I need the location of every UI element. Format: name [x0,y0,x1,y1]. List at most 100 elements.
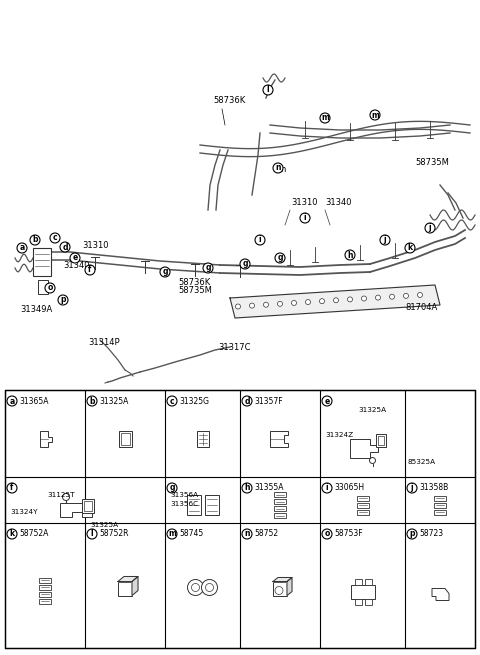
Circle shape [85,265,95,275]
Circle shape [322,483,332,493]
Circle shape [240,259,250,269]
Text: d: d [244,396,250,405]
Circle shape [62,493,70,500]
Circle shape [167,396,177,406]
Circle shape [405,243,415,253]
Text: f: f [88,265,92,274]
Text: g: g [169,483,175,493]
Text: 58736K: 58736K [213,96,245,105]
Circle shape [17,243,27,253]
FancyBboxPatch shape [434,510,446,514]
FancyBboxPatch shape [273,582,287,595]
FancyBboxPatch shape [357,502,369,508]
Circle shape [188,580,204,595]
Text: 31310: 31310 [82,241,108,250]
Text: 31340: 31340 [325,198,351,207]
Circle shape [407,529,417,539]
Text: 58752R: 58752R [99,529,129,538]
FancyBboxPatch shape [364,599,372,605]
Text: 58752: 58752 [254,529,278,538]
Text: 31349A: 31349A [20,305,52,314]
Circle shape [425,223,435,233]
Circle shape [275,586,283,595]
Circle shape [30,235,40,245]
Text: g: g [277,253,283,263]
FancyBboxPatch shape [118,582,132,595]
Circle shape [60,242,70,252]
Text: e: e [324,396,330,405]
Text: k: k [408,244,413,252]
Text: 58752A: 58752A [19,529,48,538]
Circle shape [160,267,170,277]
Text: 31325G: 31325G [179,396,209,405]
Text: 31324Z: 31324Z [325,432,353,438]
Text: a: a [19,244,24,252]
FancyBboxPatch shape [5,390,475,648]
FancyBboxPatch shape [33,248,51,276]
Circle shape [7,483,17,493]
Text: n: n [275,164,281,172]
Text: g: g [242,259,248,269]
Circle shape [205,584,214,591]
Text: 31356C: 31356C [170,501,198,507]
Circle shape [50,233,60,243]
Text: d: d [62,242,68,252]
Circle shape [87,529,97,539]
Circle shape [58,295,68,305]
Circle shape [277,301,283,307]
Text: 33065H: 33065H [334,483,364,493]
Text: n: n [280,165,286,174]
Text: 58736K: 58736K [178,278,210,287]
Circle shape [255,235,265,245]
Text: j: j [429,223,432,233]
Text: 58745: 58745 [179,529,203,538]
Circle shape [263,85,273,95]
FancyBboxPatch shape [39,591,51,597]
Text: g: g [205,263,211,272]
Circle shape [202,580,217,595]
FancyBboxPatch shape [355,599,361,605]
FancyBboxPatch shape [38,280,48,294]
FancyBboxPatch shape [375,434,385,447]
Circle shape [370,457,375,464]
Text: c: c [53,233,57,242]
Text: 58735M: 58735M [178,286,212,295]
Circle shape [348,297,352,302]
Circle shape [320,299,324,304]
FancyBboxPatch shape [204,495,218,515]
Text: l: l [267,86,269,94]
Text: j: j [411,483,413,493]
Text: c: c [170,396,174,405]
Circle shape [242,529,252,539]
Text: 58735M: 58735M [415,158,449,167]
Circle shape [380,235,390,245]
Circle shape [305,299,311,305]
FancyBboxPatch shape [84,501,92,511]
Circle shape [273,163,283,173]
Circle shape [167,529,177,539]
Circle shape [291,301,297,305]
Text: b: b [89,396,95,405]
Text: m: m [168,529,176,538]
Text: k: k [10,529,14,538]
Circle shape [361,296,367,301]
Text: a: a [10,396,14,405]
FancyBboxPatch shape [196,430,208,447]
Text: 31125T: 31125T [47,492,74,498]
Text: 31325A: 31325A [99,396,128,405]
Circle shape [250,303,254,308]
Polygon shape [60,503,92,517]
Circle shape [242,483,252,493]
Circle shape [322,529,332,539]
Circle shape [45,283,55,293]
FancyBboxPatch shape [274,513,286,518]
Circle shape [264,302,268,307]
Text: m: m [321,113,329,122]
Polygon shape [132,576,138,595]
FancyBboxPatch shape [39,599,51,603]
Polygon shape [230,285,440,318]
Circle shape [334,298,338,303]
Text: n: n [244,529,250,538]
Text: e: e [72,253,78,263]
Circle shape [192,584,200,591]
